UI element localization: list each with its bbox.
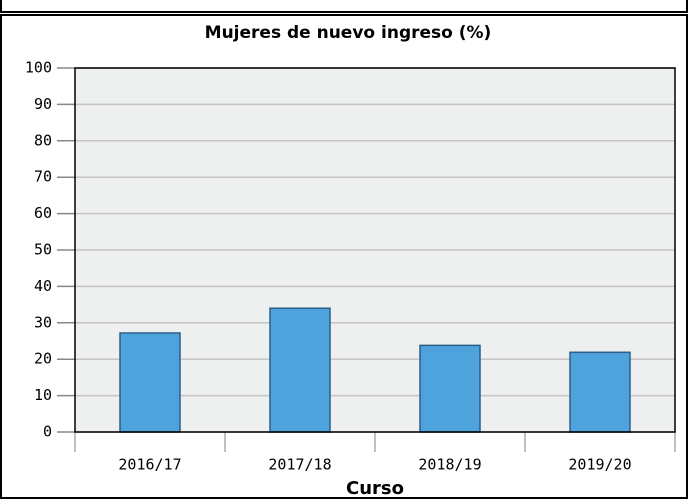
chart-title: Mujeres de nuevo ingreso (%) [205, 23, 492, 43]
y-tick-label: 10 [34, 386, 52, 404]
x-axis-title: Curso [346, 478, 404, 499]
y-tick-label: 80 [34, 131, 52, 149]
bar [569, 351, 631, 433]
y-tick-label: 70 [34, 168, 52, 186]
y-tick-label: 30 [34, 313, 52, 331]
bar [119, 332, 181, 433]
y-tick-label: 100 [25, 59, 52, 77]
y-tick-label: 50 [34, 241, 52, 259]
x-tick-label: 2018/19 [418, 456, 481, 474]
y-tick-label: 90 [34, 95, 52, 113]
y-tick-label: 60 [34, 204, 52, 222]
y-tick-label: 20 [34, 350, 52, 368]
y-tick-label: 0 [43, 423, 52, 441]
bar [419, 344, 481, 433]
x-tick-label: 2019/20 [568, 456, 631, 474]
bar [269, 307, 331, 433]
upper-panel-edge [0, 0, 688, 13]
x-tick-label: 2017/18 [268, 456, 331, 474]
plot-border [74, 67, 676, 433]
y-tick-label: 40 [34, 277, 52, 295]
x-tick-label: 2016/17 [118, 456, 181, 474]
